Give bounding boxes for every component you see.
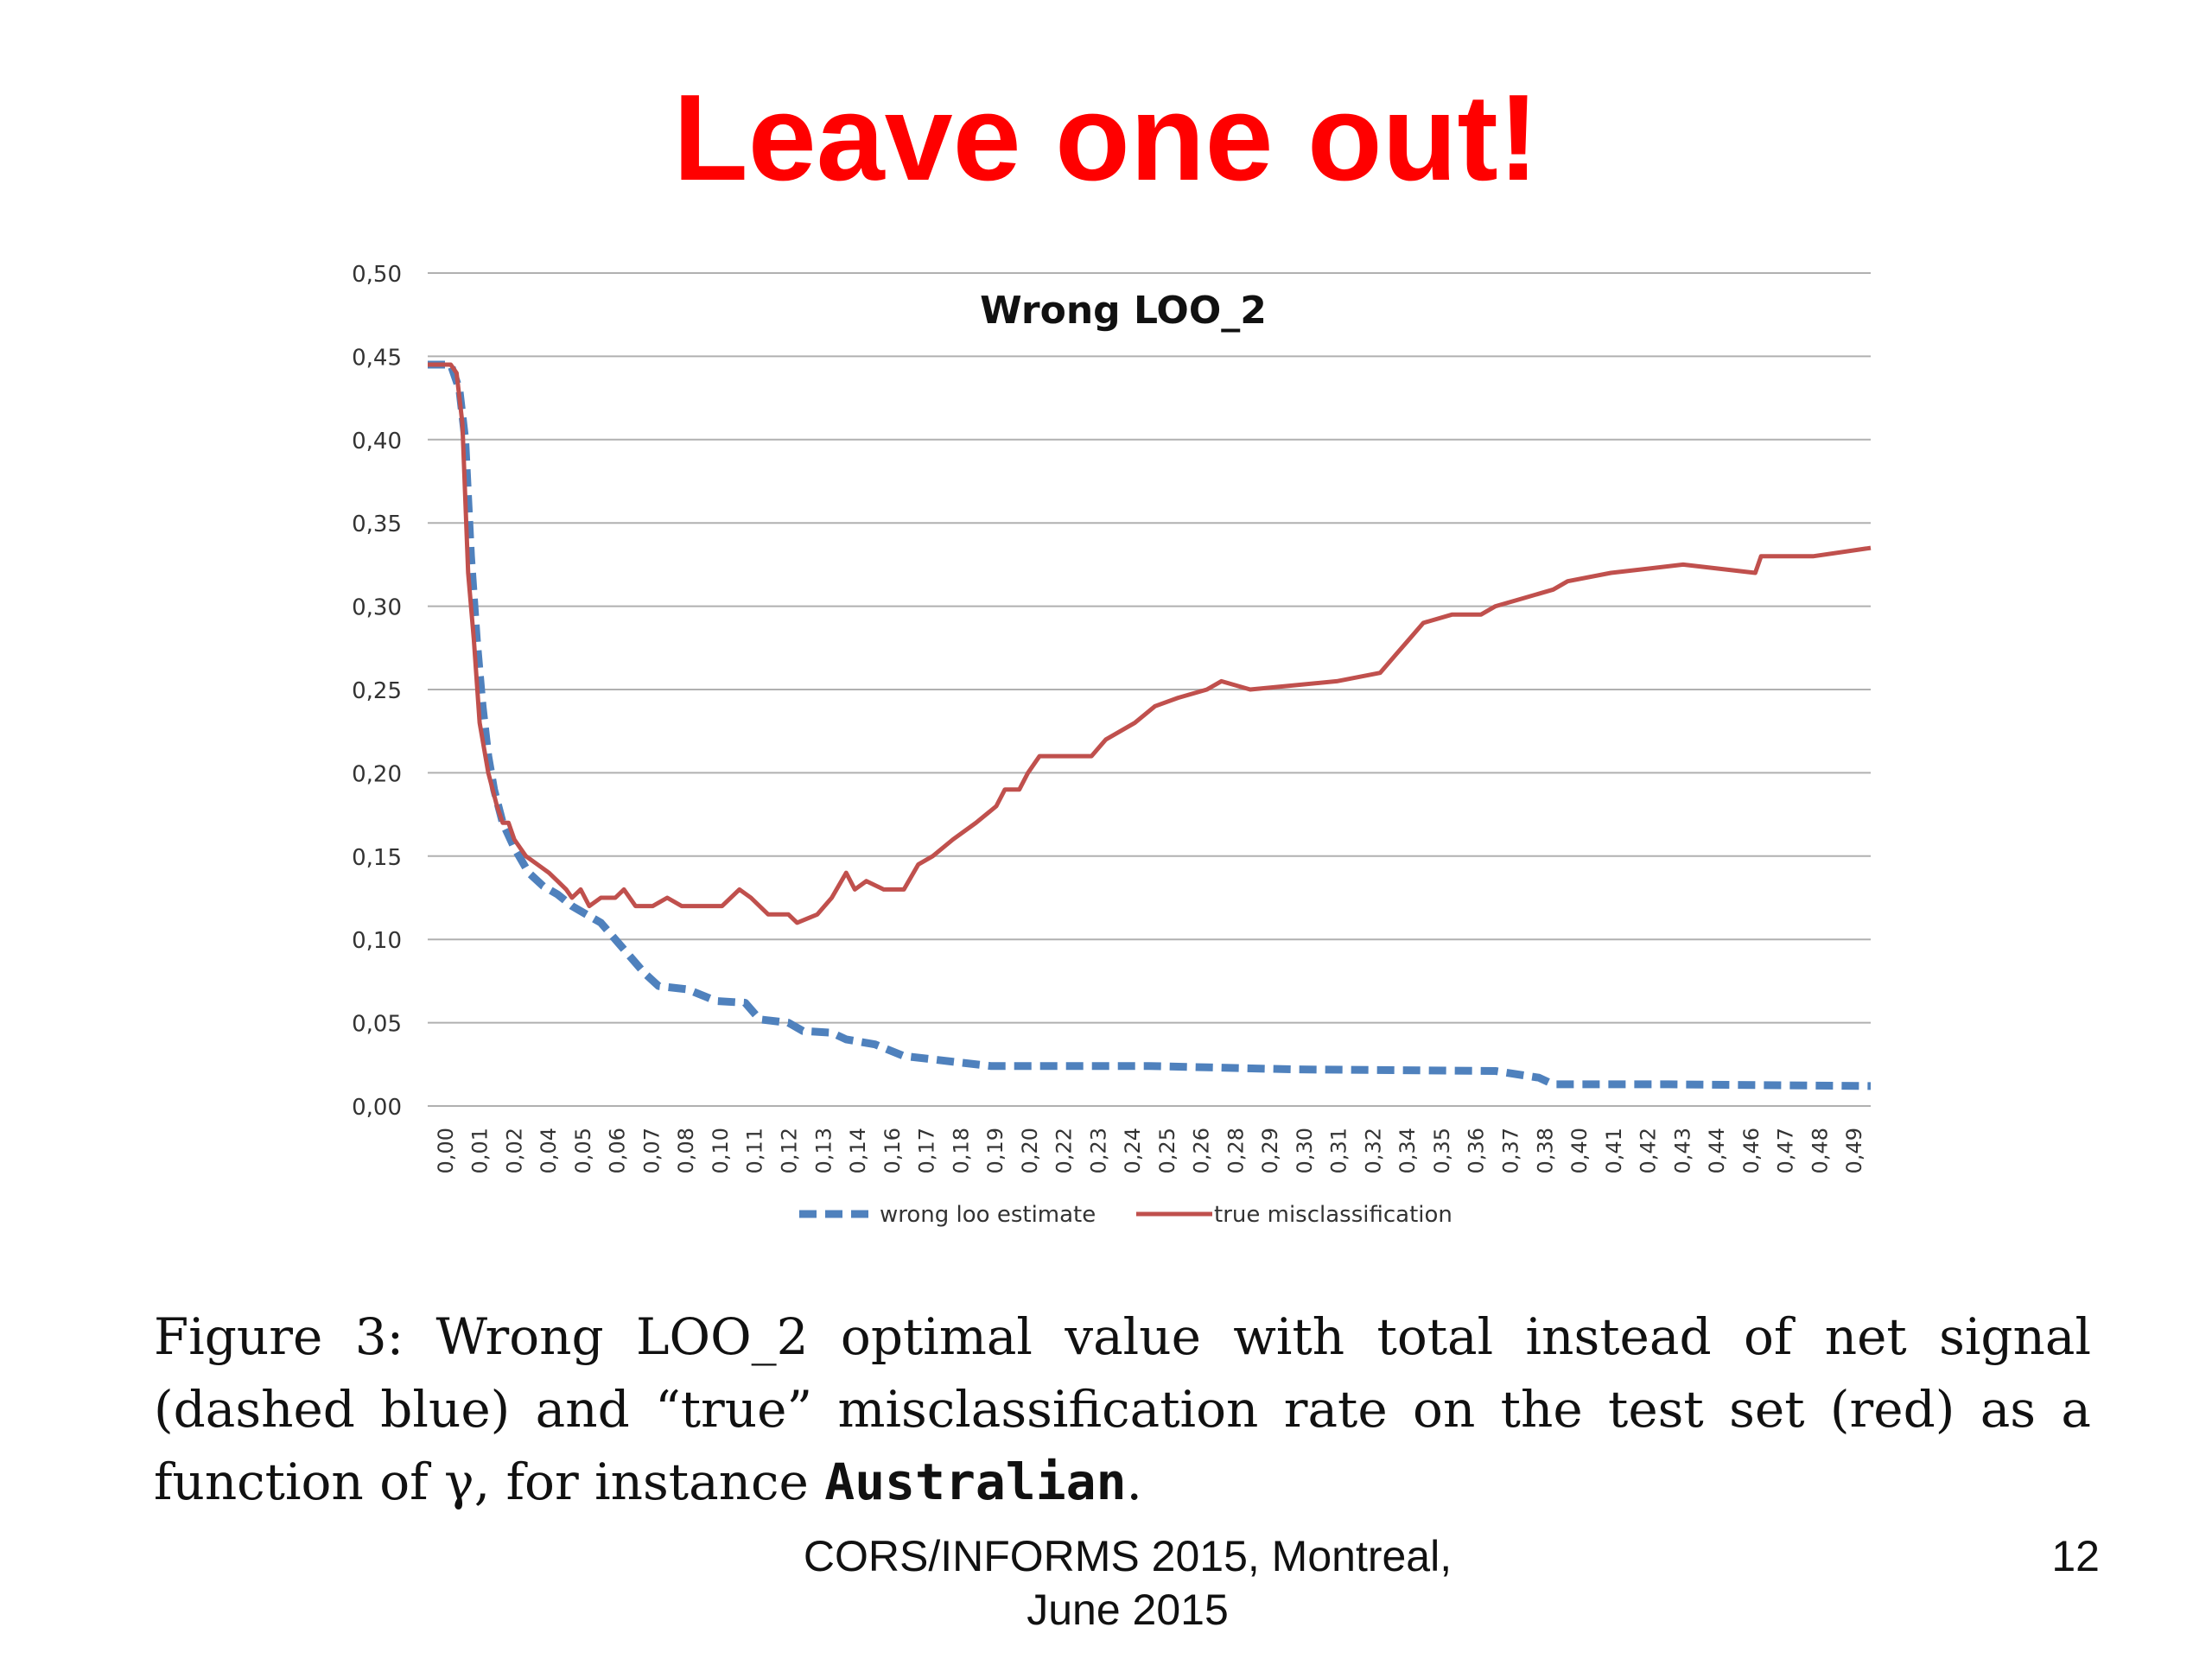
y-tick-label: 0,35 [352, 512, 402, 537]
x-tick-label: 0,47 [1774, 1128, 1798, 1173]
x-tick-label: 0,18 [949, 1128, 973, 1173]
x-tick-label: 0,11 [743, 1128, 767, 1173]
y-tick-label: 0,00 [352, 1095, 402, 1121]
y-tick-label: 0,45 [352, 345, 402, 371]
y-tick-label: 0,10 [352, 928, 402, 954]
x-tick-label: 0,08 [674, 1128, 698, 1173]
x-tick-label: 0,00 [434, 1128, 458, 1173]
legend-label: wrong loo estimate [880, 1202, 1096, 1228]
legend-label: true misclassification [1214, 1202, 1452, 1228]
chart: 0,00 0,05 0,10 0,15 0,20 0,25 0,30 0,35 0,40 0,45… [352, 262, 1872, 1228]
x-tick-label: 0,34 [1395, 1128, 1420, 1173]
x-tick-label: 0,07 [639, 1128, 664, 1173]
x-tick-label: 0,36 [1465, 1128, 1489, 1173]
chart-gridlines [428, 272, 1871, 1107]
x-tick-label: 0,43 [1670, 1128, 1694, 1173]
series-line-true-misclassification [428, 362, 1872, 925]
x-tick-label: 0,26 [1190, 1128, 1214, 1173]
x-tick-label: 0,35 [1430, 1128, 1454, 1173]
y-tick-label: 0,15 [352, 845, 402, 871]
chart-legend: wrong loo estimate true misclassification [799, 1202, 1452, 1228]
x-tick-label: 0,04 [537, 1128, 561, 1173]
caption-text: Figure 3: Wrong LOO_2 optimal value with… [154, 1307, 2091, 1511]
footer-line-2: June 2015 [1027, 1586, 1229, 1634]
x-tick-label: 0,12 [778, 1128, 802, 1173]
x-tick-label: 0,42 [1637, 1128, 1661, 1173]
series-line-wrong-loo-estimate [428, 360, 1872, 1090]
y-tick-label: 0,05 [352, 1012, 402, 1038]
y-tick-label: 0,25 [352, 678, 402, 704]
x-tick-label: 0,19 [983, 1128, 1007, 1173]
x-tick-label: 0,25 [1155, 1128, 1179, 1173]
x-tick-label: 0,38 [1533, 1128, 1557, 1173]
chart-x-tick-labels: 0,00 0,01 0,02 0,04 0,05 0,06 0,07 0,08 0,10 0,11… [434, 1128, 1866, 1173]
x-tick-label: 0,10 [709, 1128, 733, 1173]
y-tick-label: 0,20 [352, 761, 402, 787]
x-tick-label: 0,28 [1224, 1128, 1248, 1173]
x-tick-label: 0,01 [468, 1128, 493, 1173]
x-tick-label: 0,44 [1705, 1128, 1729, 1173]
y-tick-label: 0,50 [352, 262, 402, 288]
slide-footer: CORS/INFORMS 2015, Montreal, June 2015 [760, 1529, 1495, 1637]
x-tick-label: 0,37 [1499, 1128, 1523, 1173]
caption-end: . [1126, 1452, 1142, 1511]
x-tick-label: 0,02 [502, 1128, 526, 1173]
page-number: 12 [2051, 1532, 2100, 1580]
slide-title: Leave one out! [672, 69, 1540, 207]
x-tick-label: 0,31 [1327, 1128, 1351, 1173]
x-tick-label: 0,23 [1086, 1128, 1110, 1173]
x-tick-label: 0,20 [1018, 1128, 1042, 1173]
x-tick-label: 0,46 [1739, 1128, 1764, 1173]
figure-caption: Figure 3: Wrong LOO_2 optimal value with… [154, 1300, 2091, 1518]
y-tick-label: 0,30 [352, 595, 402, 621]
x-tick-label: 0,05 [571, 1128, 595, 1173]
x-tick-label: 0,13 [811, 1128, 836, 1173]
caption-instance-name: Australian [824, 1452, 1127, 1511]
x-tick-label: 0,32 [1361, 1128, 1385, 1173]
chart-y-tick-labels: 0,00 0,05 0,10 0,15 0,20 0,25 0,30 0,35 0,40 0,45… [352, 262, 402, 1121]
x-tick-label: 0,24 [1121, 1128, 1145, 1173]
x-tick-label: 0,41 [1602, 1128, 1626, 1173]
x-tick-label: 0,06 [606, 1128, 630, 1173]
chart-title: Wrong LOO_2 [980, 289, 1267, 333]
x-tick-label: 0,40 [1567, 1128, 1592, 1173]
x-tick-label: 0,17 [915, 1128, 939, 1173]
chart-series [428, 360, 1872, 1090]
x-tick-label: 0,16 [880, 1128, 905, 1173]
x-tick-label: 0,49 [1842, 1128, 1866, 1173]
y-tick-label: 0,40 [352, 429, 402, 454]
x-tick-label: 0,30 [1293, 1128, 1317, 1173]
x-tick-label: 0,48 [1808, 1128, 1832, 1173]
x-tick-label: 0,29 [1258, 1128, 1282, 1173]
x-tick-label: 0,22 [1052, 1128, 1077, 1173]
x-tick-label: 0,14 [846, 1128, 870, 1173]
footer-line-1: CORS/INFORMS 2015, Montreal, [803, 1532, 1452, 1580]
